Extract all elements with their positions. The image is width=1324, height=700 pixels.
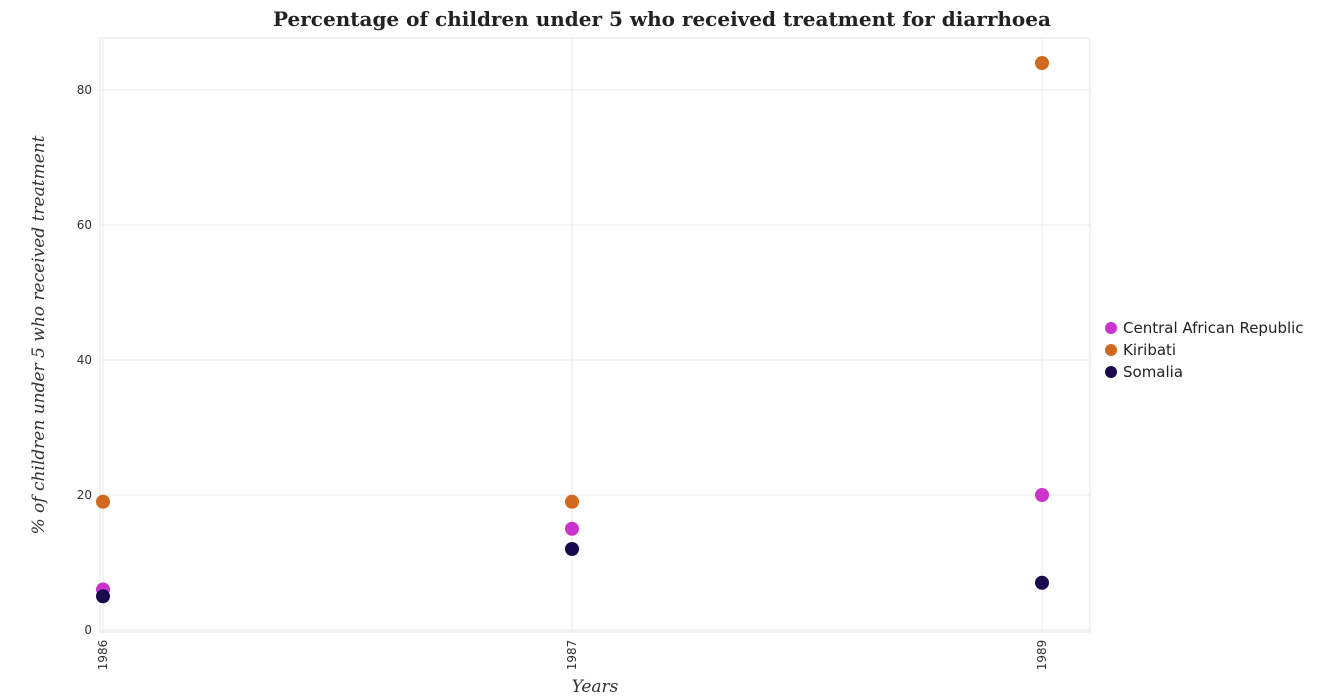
legend-marker (1105, 322, 1117, 334)
data-point-somalia (96, 589, 110, 604)
y-tick-label: 20 (77, 488, 92, 502)
y-axis-label: % of children under 5 who received treat… (29, 135, 49, 534)
legend-marker (1105, 366, 1117, 378)
legend: Central African Republic Kiribati Somalia (1105, 319, 1304, 381)
data-points (96, 56, 1049, 604)
data-point-somalia (565, 542, 579, 556)
chart-title: Percentage of children under 5 who recei… (273, 7, 1051, 31)
y-axis-ticks: 0 20 40 60 80 (77, 83, 92, 637)
data-point-kiribati (1035, 56, 1049, 70)
x-tick-label: 1989 (1035, 640, 1049, 671)
data-point-somalia (1035, 575, 1049, 590)
legend-marker (1105, 344, 1117, 356)
x-tick-label: 1987 (565, 640, 579, 671)
data-point-central-african-republic (565, 521, 579, 536)
legend-label: Central African Republic (1123, 319, 1304, 337)
data-point-central-african-republic (1035, 488, 1049, 502)
x-axis-label: Years (572, 677, 619, 697)
data-point-kiribati (565, 494, 579, 509)
legend-label: Somalia (1123, 363, 1183, 381)
plot-area (99, 37, 1091, 633)
x-axis-ticks: 1986 1987 1989 (96, 640, 1049, 671)
y-tick-label: 80 (77, 83, 92, 97)
y-tick-label: 0 (84, 623, 92, 637)
y-tick-label: 60 (77, 218, 92, 232)
grid (100, 38, 1090, 632)
legend-label: Kiribati (1123, 341, 1176, 359)
data-point-kiribati (96, 494, 110, 509)
y-tick-label: 40 (77, 353, 92, 367)
x-tick-label: 1986 (96, 640, 110, 671)
